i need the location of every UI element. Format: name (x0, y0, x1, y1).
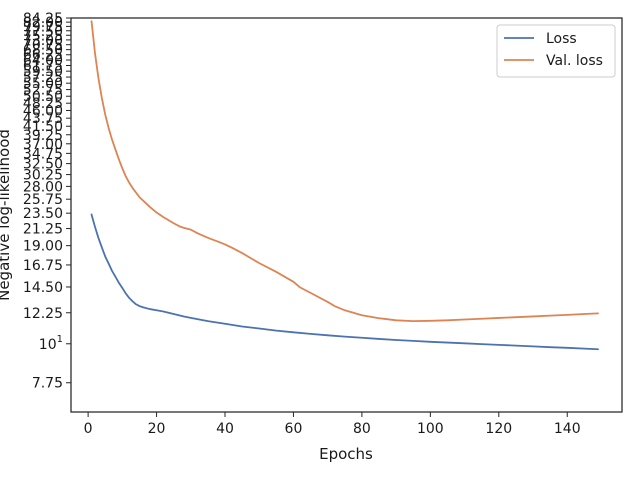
y-tick-label: 68.50 (23, 43, 63, 59)
y-tick-label: 79.75 (23, 19, 63, 35)
y-axis: 7.75 101 12.25 14.50 16.75 19.0021.2523.5025.… (23, 11, 71, 392)
y-tick-label: 14.50 (23, 280, 63, 296)
y-tick-label: 37.00 (23, 137, 63, 153)
y-tick-label: 21.25 (23, 222, 63, 238)
x-tick-label: 0 (84, 421, 93, 437)
plot-area (90, 20, 599, 351)
x-tick-label: 140 (554, 421, 581, 437)
y-tick-label: 70.75 (23, 38, 63, 54)
y-tick-label: 84.25 (23, 11, 63, 27)
y-tick-label: 43.75 (23, 111, 63, 127)
y-tick-label: 41.50 (23, 119, 63, 135)
y-tick-label: 52.75 (23, 83, 63, 99)
y-tick-label: 12.25 (23, 306, 63, 322)
x-axis-label: Epochs (319, 445, 373, 463)
y-tick-label: 30.25 (23, 168, 63, 184)
x-axis: 0 20 40 60 80 100 120 140 (84, 412, 581, 437)
legend-label-loss: Loss (546, 31, 577, 47)
y-tick-label: 34.75 (23, 146, 63, 162)
y-tick-label: 82.00 (23, 15, 63, 31)
y-tick-label: 75.25 (23, 28, 63, 44)
y-tick-label: 50.50 (23, 89, 63, 105)
y-tick-label: 57.25 (23, 70, 63, 86)
plot-frame (70, 17, 623, 413)
x-tick-label: 60 (285, 421, 303, 437)
y-tick-label: 28.00 (23, 179, 63, 195)
x-tick-label: 40 (216, 421, 234, 437)
y-tick-label: 48.25 (23, 96, 63, 112)
x-tick-label: 120 (485, 421, 512, 437)
y-axis-label: Negative log-likelihood (0, 129, 13, 301)
series-line-val-loss (90, 20, 599, 322)
x-tick-label: 100 (417, 421, 444, 437)
y-tick-label: 32.50 (23, 157, 63, 173)
series-line-loss (90, 213, 599, 351)
legend: Loss Val. loss (496, 24, 616, 78)
y-tick-label: 25.75 (23, 192, 63, 208)
y-tick-label: 66.25 (23, 48, 63, 64)
legend-label-val-loss: Val. loss (546, 53, 603, 69)
y-tick-label: 16.75 (23, 258, 63, 274)
y-tick-label: 55.00 (23, 76, 63, 92)
y-tick-label: 64.00 (23, 53, 63, 69)
y-tick-label: 59.50 (23, 64, 63, 80)
y-tick-label: 101 (39, 334, 63, 353)
y-tick-label: 77.50 (23, 24, 63, 40)
y-tick-label: 39.25 (23, 128, 63, 144)
y-tick-label: 19.00 (23, 239, 63, 255)
y-tick-label: 61.75 (23, 58, 63, 74)
x-tick-label: 80 (353, 421, 371, 437)
x-tick-label: 20 (148, 421, 166, 437)
y-tick-label: 23.50 (23, 206, 63, 222)
y-tick-label: 46.00 (23, 104, 63, 120)
y-tick-label: 7.75 (32, 376, 63, 392)
y-tick-label: 73.00 (23, 33, 63, 49)
